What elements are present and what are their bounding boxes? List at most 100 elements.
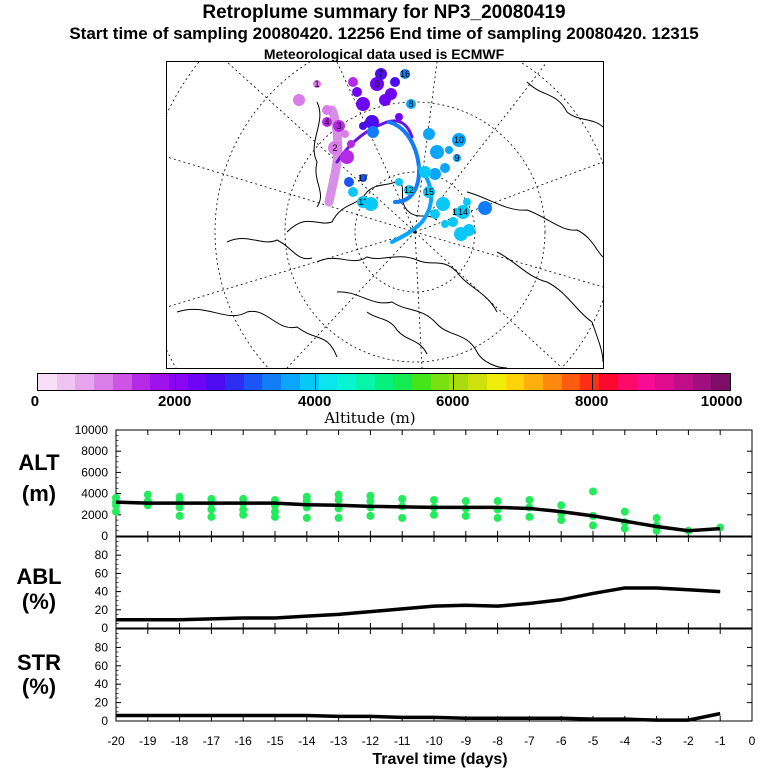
colorbar-divider	[592, 374, 593, 390]
colorbar-tick-label: 10000	[700, 393, 743, 410]
colorbar-title: Altitude (m)	[324, 409, 416, 427]
altitude-point	[430, 510, 438, 519]
cluster-label: 2	[332, 143, 337, 153]
panel-label: (m)	[22, 481, 56, 506]
x-tick-label: -3	[651, 734, 662, 748]
cluster-markers: 1234567891011121314151617	[293, 68, 492, 241]
altitude-point	[334, 495, 343, 504]
cluster-label: 17	[358, 173, 368, 183]
cluster-marker	[322, 117, 332, 127]
colorbar-swatch	[449, 374, 469, 390]
altitude-point	[461, 511, 470, 520]
cluster-marker	[452, 133, 466, 147]
colorbar-swatch	[75, 374, 95, 390]
colorbar-swatch	[94, 374, 113, 390]
altitude-point	[493, 497, 502, 506]
colorbar-swatch	[56, 374, 76, 390]
polar-map-svg: 1234567891011121314151617	[167, 62, 603, 368]
meridian-line	[167, 156, 416, 233]
cluster-marker	[313, 80, 321, 88]
cluster-label: 10	[454, 135, 464, 145]
altitude-point	[652, 513, 661, 522]
altitude-point	[175, 511, 184, 520]
coastline	[313, 101, 322, 208]
cluster-label: 4	[324, 117, 329, 127]
cluster-marker	[463, 198, 471, 206]
abl-line	[116, 586, 721, 622]
y-tick-label: 20	[95, 603, 109, 617]
x-tick-label: -9	[460, 734, 471, 748]
colorbar-swatch	[542, 374, 562, 390]
cluster-marker	[441, 220, 449, 228]
x-tick-label: -17	[203, 734, 221, 748]
cluster-label: 11	[358, 197, 367, 207]
latitude-circle	[284, 101, 546, 363]
altitude-point	[366, 511, 375, 520]
cluster-marker	[400, 69, 410, 79]
altitude-point	[430, 495, 438, 504]
y-tick-label: 4000	[81, 487, 108, 501]
cluster-marker	[348, 187, 358, 197]
y-tick-label: 40	[95, 677, 109, 691]
colorbar-tick-label: 6000	[436, 393, 470, 410]
cluster-marker	[333, 120, 345, 132]
colorbar-swatch	[206, 374, 226, 390]
cluster-label: 8	[408, 99, 413, 109]
cluster-marker	[406, 99, 416, 109]
altitude-mean-line	[115, 500, 721, 533]
colorbar-divider	[453, 374, 454, 390]
y-tick-label: 80	[95, 548, 109, 562]
meridian-line	[414, 62, 438, 233]
altitude-point	[398, 513, 407, 522]
altitude-point	[557, 501, 566, 510]
altitude-colorbar	[37, 373, 731, 391]
altitude-point	[143, 490, 152, 499]
cluster-label: 15	[424, 187, 434, 197]
cluster-marker	[436, 197, 450, 211]
altitude-point	[271, 512, 279, 521]
cluster-marker	[456, 205, 470, 219]
met-data-note: Meteorological data used is ECMWF	[263, 46, 505, 62]
altitude-point	[525, 495, 534, 504]
colorbar-swatch	[430, 374, 450, 390]
altitude-point	[334, 513, 343, 522]
colorbar-swatch	[692, 374, 712, 390]
cluster-marker	[453, 154, 461, 162]
panel-str: STR(%) 0 20 40 60 80	[17, 628, 753, 728]
colorbar-swatch	[580, 374, 600, 390]
x-tick-label: -18	[171, 734, 189, 748]
coastline	[366, 311, 428, 355]
cluster-marker	[348, 77, 358, 87]
panel-label: (%)	[22, 674, 56, 699]
coastline	[466, 191, 603, 258]
plume-track-mid	[390, 165, 434, 244]
cluster-marker	[367, 126, 379, 138]
cluster-marker	[322, 105, 332, 115]
colorbar-swatch	[505, 374, 525, 390]
colorbar-swatch	[281, 374, 300, 390]
panel-frame	[115, 536, 753, 629]
altitude-point	[493, 513, 502, 522]
colorbar-tick-label: 4000	[298, 393, 332, 410]
colorbar-swatch	[38, 374, 57, 390]
panel-abl: ABL(%) 0 20 40 60 80	[16, 536, 753, 635]
colorbar-swatch	[299, 374, 319, 390]
cluster-marker	[356, 97, 370, 111]
cluster-marker	[341, 130, 349, 138]
y-tick-label: 60	[95, 659, 109, 673]
coastline	[226, 237, 313, 260]
cluster-marker	[385, 88, 397, 100]
x-tick-label: -16	[235, 734, 253, 748]
cluster-marker	[375, 68, 387, 80]
x-tick-label: -4	[619, 734, 630, 748]
x-tick-label: -19	[139, 734, 157, 748]
meridian-line	[286, 231, 416, 368]
x-tick-label: -15	[266, 734, 284, 748]
cluster-marker	[478, 201, 492, 215]
x-axis: -20 -19 -18 -17 -16 -15 -14 -13 -12 -11 -10 -9 -8 -7-…	[107, 734, 755, 768]
y-tick-label: 60	[95, 566, 109, 580]
x-tick-label: -12	[362, 734, 380, 748]
x-tick-label: -13	[330, 734, 348, 748]
cluster-label: 9	[454, 153, 459, 163]
